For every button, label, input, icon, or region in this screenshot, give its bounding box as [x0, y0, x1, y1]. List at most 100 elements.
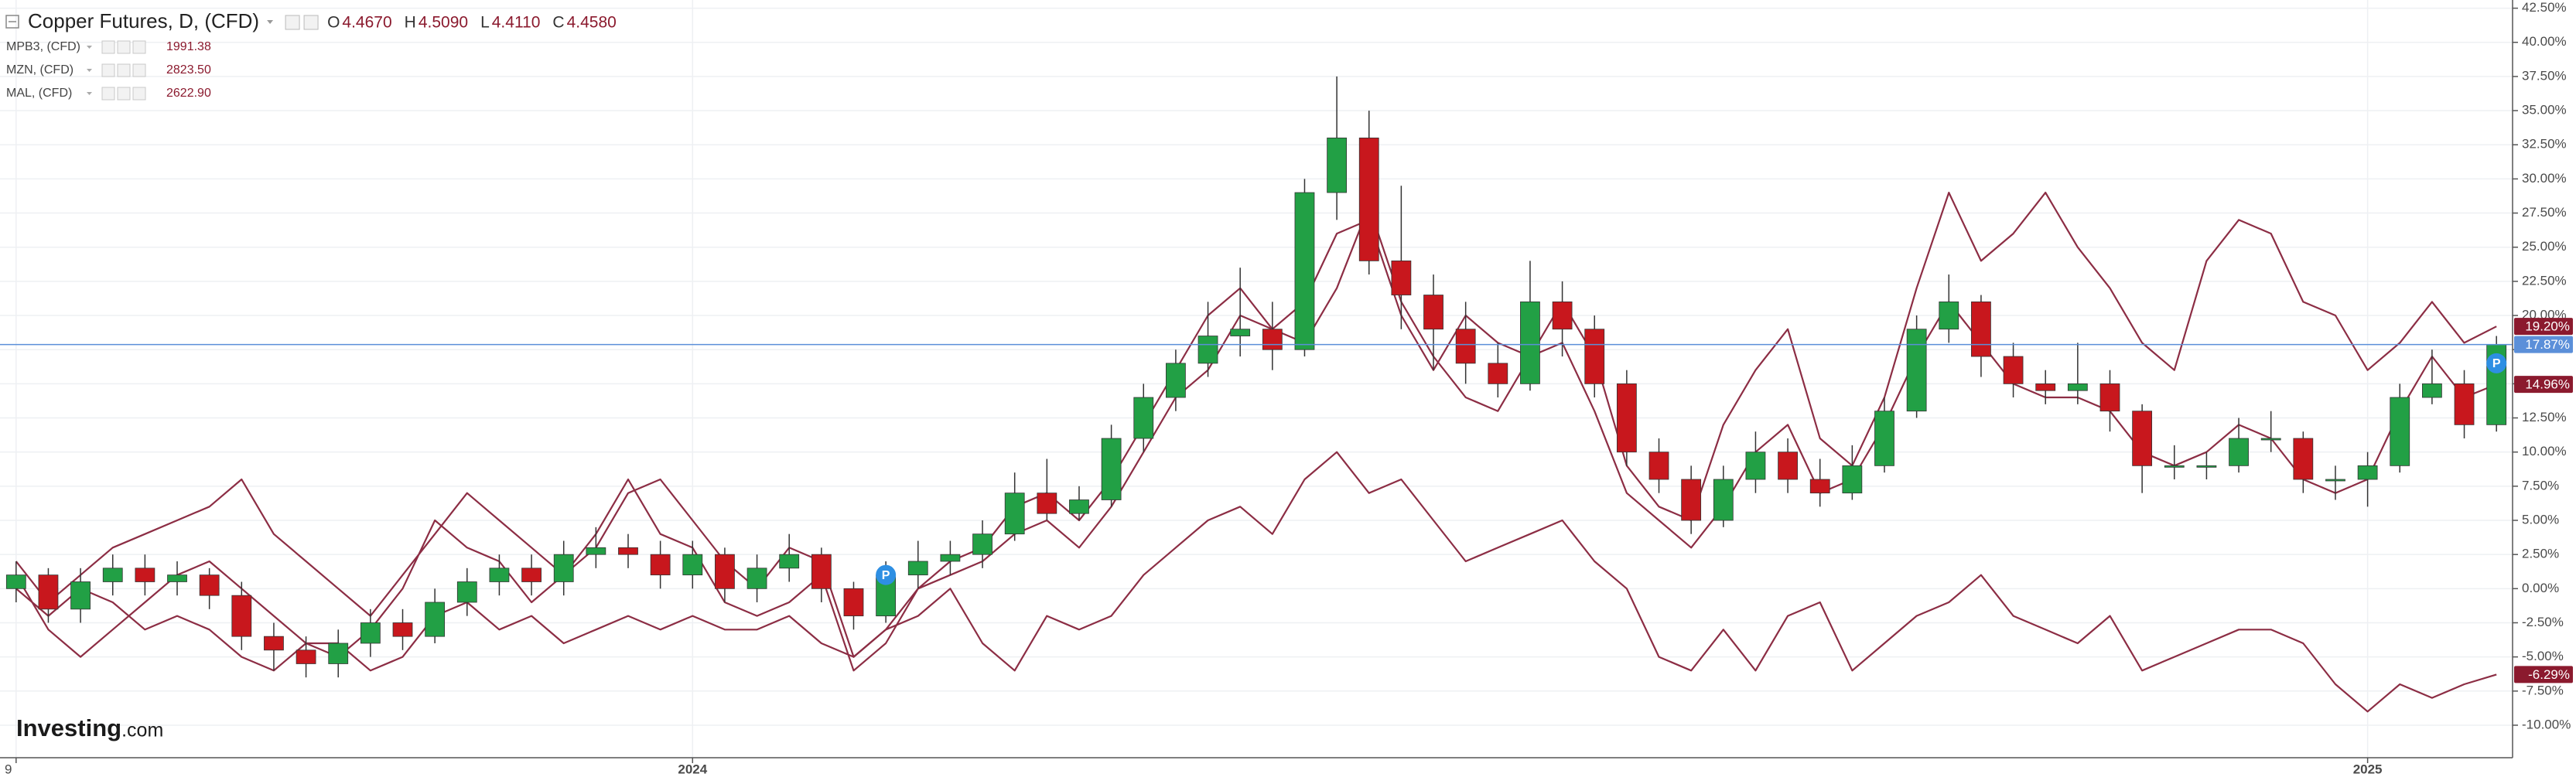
candle-body: [715, 554, 735, 589]
legend-icon[interactable]: [101, 40, 115, 54]
candle-body: [1488, 363, 1508, 384]
collapse-icon[interactable]: [5, 15, 19, 29]
candle-body: [135, 568, 155, 582]
legend-icon[interactable]: [101, 63, 115, 77]
candle-body: [553, 554, 574, 582]
header-icon[interactable]: [285, 15, 300, 30]
candle-body: [1197, 336, 1218, 364]
event-marker[interactable]: [876, 564, 897, 585]
legend-icon[interactable]: [101, 87, 115, 101]
legend-price: 2823.50: [166, 63, 211, 77]
candle-body: [1713, 479, 1734, 521]
dropdown-icon[interactable]: [87, 46, 92, 49]
y-tick-label: -7.50%: [2522, 683, 2564, 697]
y-tick-label: 5.00%: [2522, 512, 2559, 527]
candle-body: [1939, 301, 1959, 330]
x-tick-label: 9: [5, 762, 12, 776]
candle-body: [1133, 397, 1154, 439]
legend-name: MZN, (CFD): [6, 63, 73, 77]
candle-body: [1004, 493, 1025, 535]
y-tick-label: 37.50%: [2522, 68, 2567, 83]
candle-body: [2003, 356, 2024, 384]
dropdown-icon[interactable]: [87, 92, 92, 95]
y-tick-label: 42.50%: [2522, 0, 2567, 15]
y-tick-label: -5.00%: [2522, 649, 2564, 663]
ohlc-value: 4.4670: [342, 14, 391, 32]
legend-icon[interactable]: [132, 40, 146, 54]
y-tick-label: 32.50%: [2522, 137, 2567, 152]
axes: [0, 0, 2513, 758]
candle-body: [2035, 383, 2056, 391]
ohlc-key: H: [405, 14, 416, 32]
candle-body: [392, 622, 413, 637]
ohlc-value: 4.4580: [567, 14, 617, 32]
y-tick-label: 40.00%: [2522, 34, 2567, 49]
y-tick-label: 7.50%: [2522, 478, 2559, 493]
last-value-box: [2514, 336, 2573, 353]
legend-name: MAL, (CFD): [6, 87, 72, 100]
candle-body: [907, 561, 928, 576]
candle-body: [2357, 465, 2378, 480]
y-tick-label: 12.50%: [2522, 410, 2567, 424]
grid: [0, 0, 2513, 758]
ohlc-value: 4.5090: [419, 14, 468, 32]
legend-icon[interactable]: [132, 87, 146, 101]
candle-body: [1101, 438, 1122, 500]
candle-body: [425, 602, 446, 637]
candle-body: [70, 581, 91, 610]
last-value-label: -6.29%: [2528, 667, 2570, 682]
legend-icon[interactable]: [132, 63, 146, 77]
candle-body: [682, 554, 703, 576]
candle-body: [1648, 452, 1669, 480]
candle-body: [521, 568, 542, 582]
dropdown-icon[interactable]: [267, 20, 274, 24]
candle-body: [1842, 465, 1863, 494]
candle-body: [1327, 138, 1347, 193]
ohlc-key: L: [480, 14, 490, 32]
candle-body: [1262, 329, 1283, 350]
y-tick-label: 25.00%: [2522, 239, 2567, 254]
candle-body: [1874, 411, 1894, 466]
candle-body: [1778, 452, 1798, 480]
x-tick-label: 2024: [678, 762, 707, 776]
candle-body: [38, 574, 59, 610]
watermark-suffix: .com: [121, 720, 163, 741]
watermark-brand: Investing: [16, 714, 121, 741]
candle-body: [2454, 383, 2475, 425]
candle-body: [1423, 295, 1443, 330]
last-value-label: 17.87%: [2525, 337, 2570, 352]
legend-price: 1991.38: [166, 40, 211, 53]
candle-body: [2132, 411, 2153, 466]
candle-body: [2099, 383, 2120, 412]
candle-body: [2067, 383, 2088, 391]
candle-body: [843, 588, 864, 617]
candle-body: [1681, 479, 1702, 521]
header-icon[interactable]: [303, 15, 319, 30]
legend-icon[interactable]: [117, 87, 131, 101]
event-marker-label: P: [882, 569, 890, 582]
legend-icon[interactable]: [117, 40, 131, 54]
series-line: [15, 205, 2497, 672]
candle-body: [1809, 479, 1830, 494]
candle-body: [2293, 438, 2314, 480]
candle-body: [1971, 301, 1991, 357]
candle-body: [1745, 452, 1766, 480]
last-value-label: 14.96%: [2525, 377, 2570, 392]
legend-icon[interactable]: [117, 63, 131, 77]
candle-body: [264, 636, 284, 651]
event-marker[interactable]: [2486, 353, 2507, 373]
ohlc-key: O: [327, 14, 340, 32]
candle-body: [102, 568, 123, 582]
last-value-box: [2514, 318, 2573, 336]
candle-body: [167, 574, 187, 582]
candle-body: [1166, 363, 1186, 398]
candle-body: [2260, 438, 2281, 441]
y-tick-label: -10.00%: [2522, 717, 2571, 731]
candle-body: [1584, 329, 1605, 384]
dropdown-icon[interactable]: [87, 69, 92, 72]
ohlc-value: 4.4110: [492, 14, 541, 32]
candle-body: [940, 554, 961, 562]
candle-body: [2422, 383, 2442, 398]
candle-body: [489, 568, 510, 582]
